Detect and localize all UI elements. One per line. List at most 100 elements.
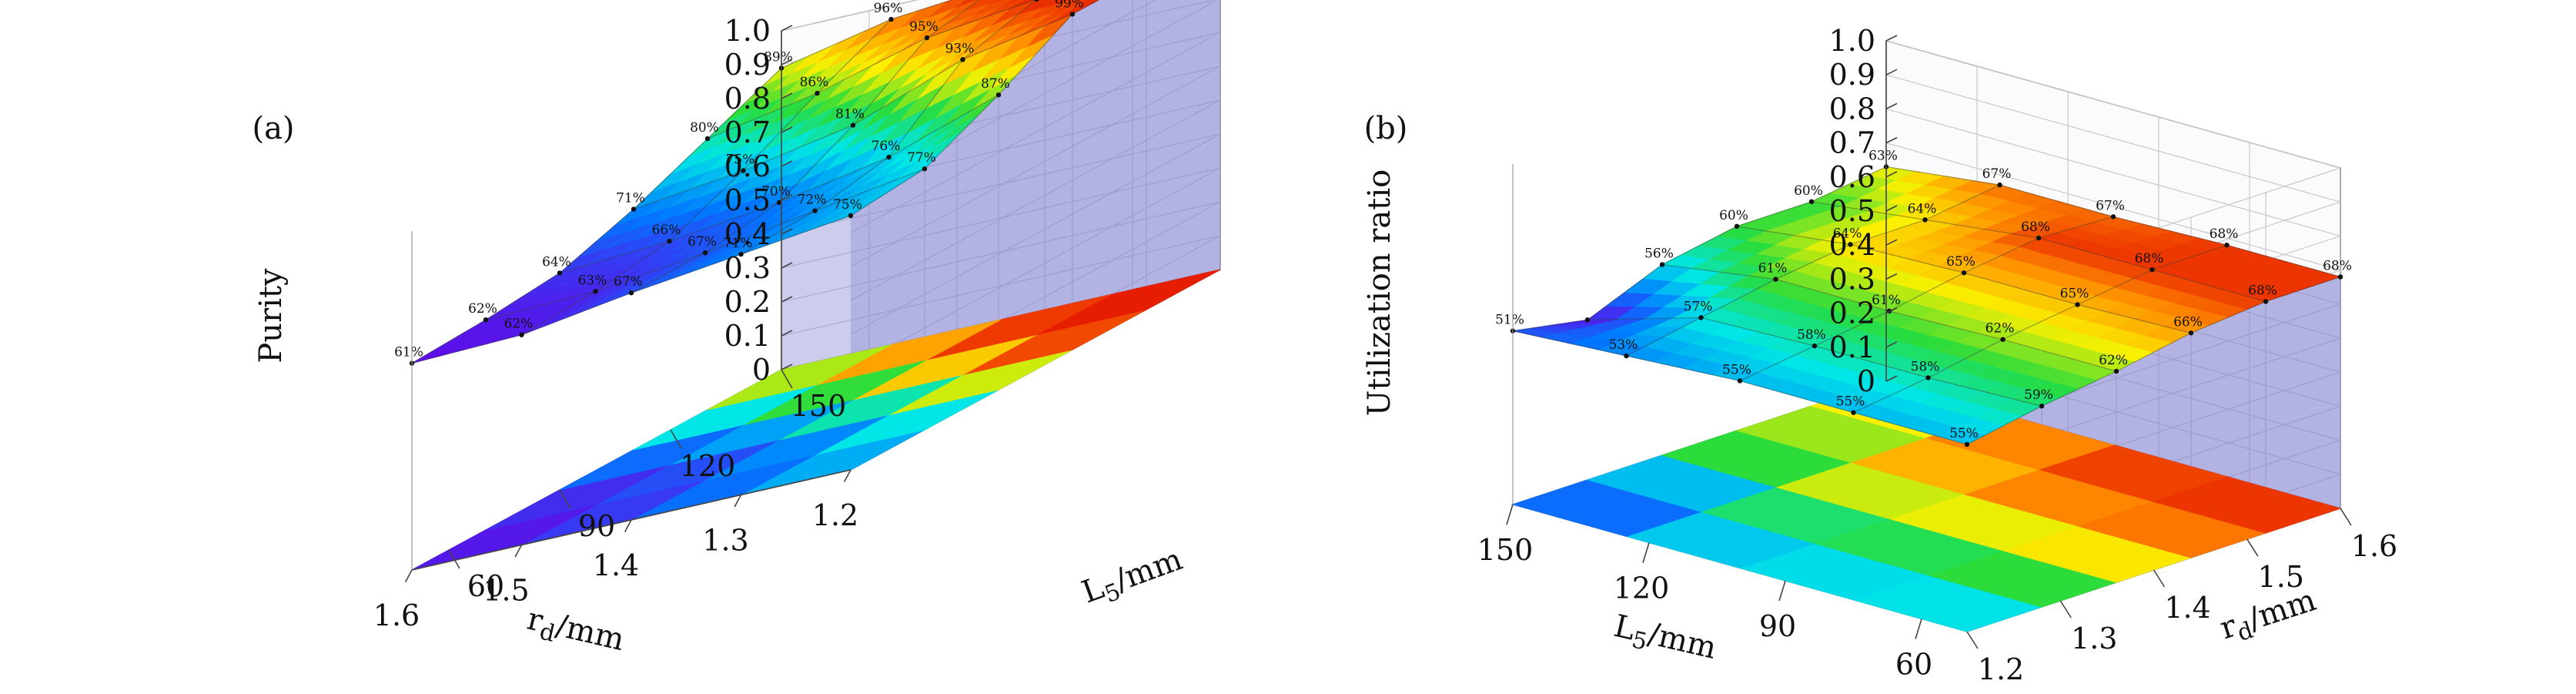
data-point <box>1734 223 1740 229</box>
z-axis: 00.10.20.30.40.50.60.70.80.91.0 <box>724 14 793 387</box>
data-point <box>886 154 892 160</box>
data-label: 89% <box>764 49 793 65</box>
gridline <box>1885 108 2341 236</box>
mesh-line <box>1853 244 2227 414</box>
data-label: 67% <box>614 274 643 290</box>
gridline <box>850 32 1221 233</box>
x-tick <box>1506 504 1514 525</box>
z-tick <box>1885 375 1898 382</box>
data-label: 59% <box>2024 387 2053 403</box>
data-point <box>922 166 928 172</box>
z-tick-label: 0.7 <box>1829 126 1875 160</box>
data-label: 68% <box>2021 220 2050 235</box>
data-label: 65% <box>2060 286 2089 301</box>
data-label: 95% <box>909 19 938 35</box>
data-point <box>850 122 856 128</box>
y-tick <box>2340 508 2352 526</box>
data-point <box>1584 317 1591 323</box>
x-tick <box>1642 542 1650 563</box>
x-axis-title: L5/mm <box>1609 609 1719 672</box>
data-label: 64% <box>1833 226 1862 241</box>
y-tick <box>670 429 682 449</box>
data-label: 81% <box>835 107 865 122</box>
y-axis: 60 90 120 150 <box>448 369 846 603</box>
mesh-line <box>521 18 892 336</box>
data-point <box>848 213 854 219</box>
data-label: 68% <box>2135 251 2164 267</box>
z-tick-label: 0.9 <box>1829 58 1875 92</box>
floor-projection <box>1511 381 2342 632</box>
z-tick-label: 0.9 <box>724 48 771 82</box>
y-tick <box>559 489 571 509</box>
z-tick <box>781 59 793 65</box>
data-point <box>1925 375 1931 381</box>
z-tick <box>781 330 793 337</box>
data-label: 60% <box>1719 208 1748 223</box>
data-label: 96% <box>874 1 903 16</box>
x-tick-label: 1.2 <box>812 498 858 532</box>
z-tick <box>1885 273 1898 280</box>
data-point <box>631 206 637 212</box>
x-tick-label: 1.5 <box>483 574 529 608</box>
z-axis-title: Purity <box>253 268 289 364</box>
data-label: 61% <box>1758 261 1788 277</box>
data-label: 53% <box>1609 337 1638 353</box>
gridline <box>781 0 919 32</box>
data-point <box>1922 217 1928 223</box>
mesh-line <box>850 0 1100 216</box>
surface-patch <box>1054 0 1088 12</box>
data-point <box>2337 274 2343 280</box>
z-axis: 00.10.20.30.40.50.60.70.80.91.0 <box>1829 24 1898 398</box>
surface-patch <box>1000 0 1022 8</box>
data-point <box>2263 299 2269 304</box>
x-tick <box>514 545 523 558</box>
gridline <box>850 65 1221 267</box>
data-point <box>924 35 930 41</box>
x-tick <box>624 519 632 532</box>
z-tick-label: 0.5 <box>724 183 771 217</box>
x-tick <box>1778 580 1786 602</box>
data-label: 67% <box>1982 166 2012 182</box>
data-label: 75% <box>833 197 862 213</box>
x-tick-label: 1.3 <box>702 524 748 558</box>
data-label: 66% <box>652 223 681 238</box>
z-tick-label: 0.4 <box>1829 228 1875 262</box>
z-tick-label: 0.6 <box>724 149 771 183</box>
z-tick-label: 0.2 <box>1829 297 1875 330</box>
data-point <box>776 199 782 206</box>
projection-cell <box>411 505 596 571</box>
x-tick <box>734 495 742 508</box>
data-label: 62% <box>1986 321 2015 337</box>
gridline <box>1885 74 2341 203</box>
data-label: 55% <box>1836 394 1865 410</box>
data-point <box>702 250 708 256</box>
z-tick <box>1885 35 1898 42</box>
y-axis-title: L5/mm <box>1077 541 1189 615</box>
z-tick-label: 0.1 <box>724 319 771 353</box>
data-point <box>2039 404 2045 409</box>
z-tick <box>1885 69 1898 75</box>
data-point <box>667 238 672 244</box>
mesh-line <box>1966 276 2341 445</box>
data-label: 55% <box>1949 426 1979 441</box>
z-tick-label: 0 <box>1857 364 1875 398</box>
y-tick-label: 1.5 <box>2258 560 2304 594</box>
z-tick-label: 0 <box>752 353 771 387</box>
z-tick-label: 0.8 <box>724 82 771 116</box>
data-point <box>888 16 894 22</box>
z-tick <box>1885 136 1898 144</box>
z-tick <box>1885 102 1898 110</box>
data-point <box>2000 337 2006 342</box>
data-label: 80% <box>690 120 719 136</box>
z-tick-label: 0.3 <box>724 251 771 285</box>
data-point <box>2075 302 2080 307</box>
y-tick-label: 1.3 <box>2071 622 2117 655</box>
z-tick-label: 1.0 <box>724 14 771 48</box>
y-tick <box>2059 600 2072 619</box>
panel-label: (a) <box>252 111 294 146</box>
data-point <box>704 136 711 142</box>
data-label: 86% <box>800 75 829 90</box>
data-label: 57% <box>1684 299 1713 314</box>
y-tick <box>1966 631 1979 649</box>
z-tick <box>781 228 793 235</box>
